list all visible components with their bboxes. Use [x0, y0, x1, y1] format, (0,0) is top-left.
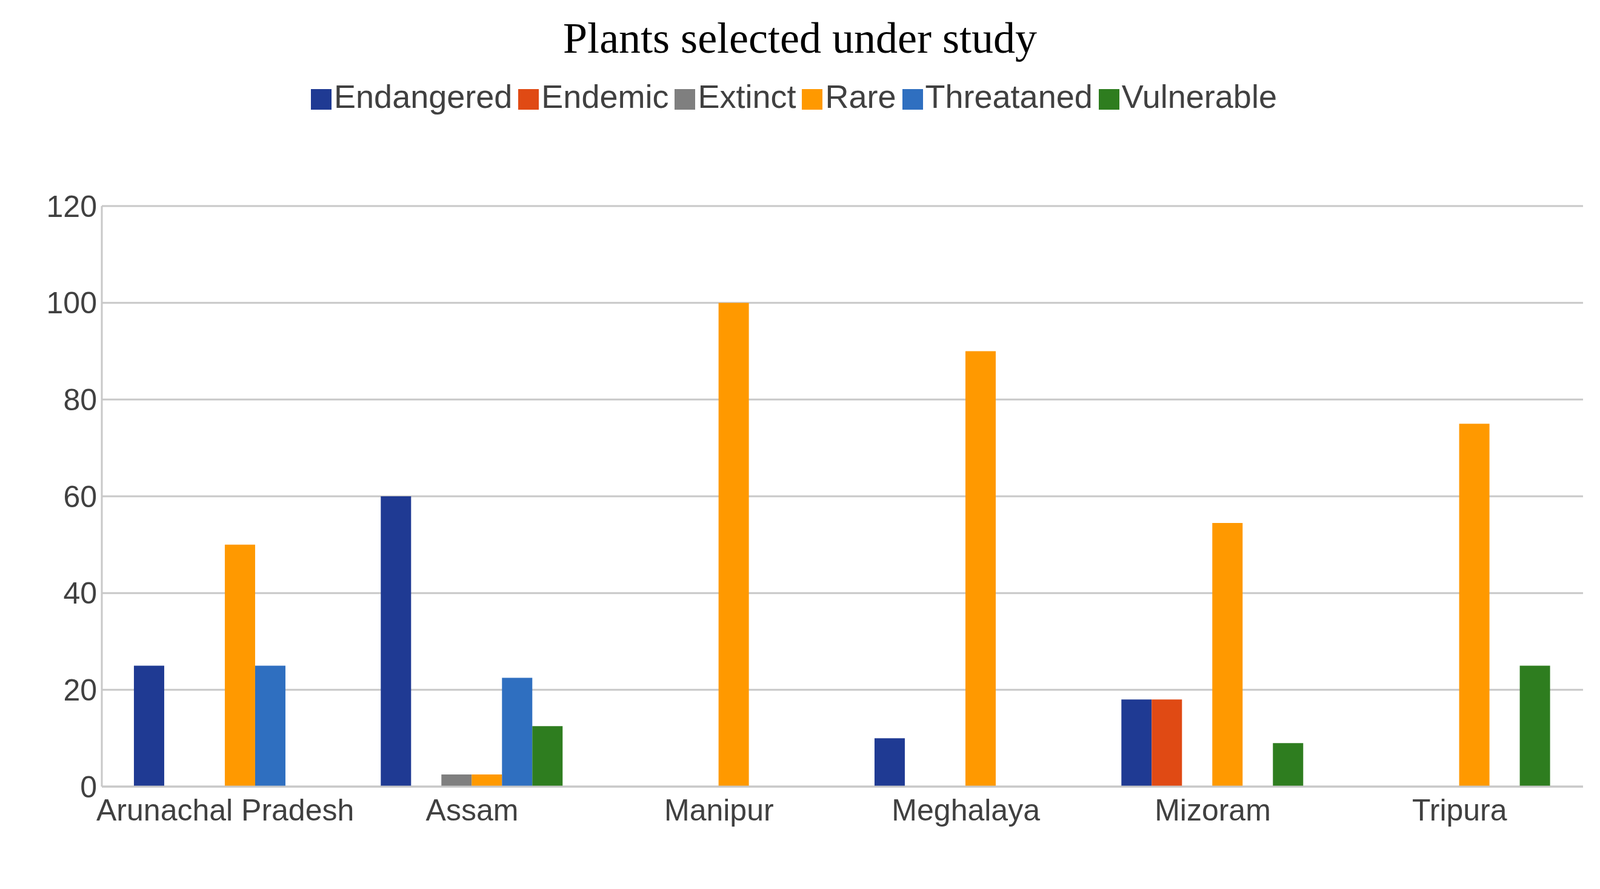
svg-text:60: 60 [63, 480, 97, 514]
svg-text:80: 80 [63, 383, 97, 417]
svg-text:Manipur: Manipur [664, 793, 774, 828]
svg-text:0: 0 [80, 770, 97, 805]
html-text:Endemic: Endemic [541, 78, 669, 115]
svg-text:Mizoram: Mizoram [1154, 793, 1271, 828]
svg-text:Tripura: Tripura [1412, 793, 1508, 828]
svg-text:100: 100 [46, 286, 97, 320]
html-text:Extinct: Extinct [697, 78, 797, 115]
html-text:Plants selected under study: Plants selected under study [563, 13, 1037, 63]
svg-text:Assam: Assam [426, 793, 519, 828]
svg-text:Arunachal Pradesh: Arunachal Pradesh [96, 793, 354, 828]
html-text:Rare: Rare [825, 78, 897, 115]
html-text:Vulnerable: Vulnerable [1121, 78, 1277, 115]
html-text:Threataned: Threataned [925, 78, 1093, 115]
svg-text:120: 120 [46, 189, 97, 224]
svg-text:Meghalaya: Meghalaya [891, 793, 1040, 828]
svg-text:20: 20 [63, 673, 97, 708]
svg-text:40: 40 [63, 576, 97, 611]
html-text:Endangered: Endangered [334, 78, 513, 115]
